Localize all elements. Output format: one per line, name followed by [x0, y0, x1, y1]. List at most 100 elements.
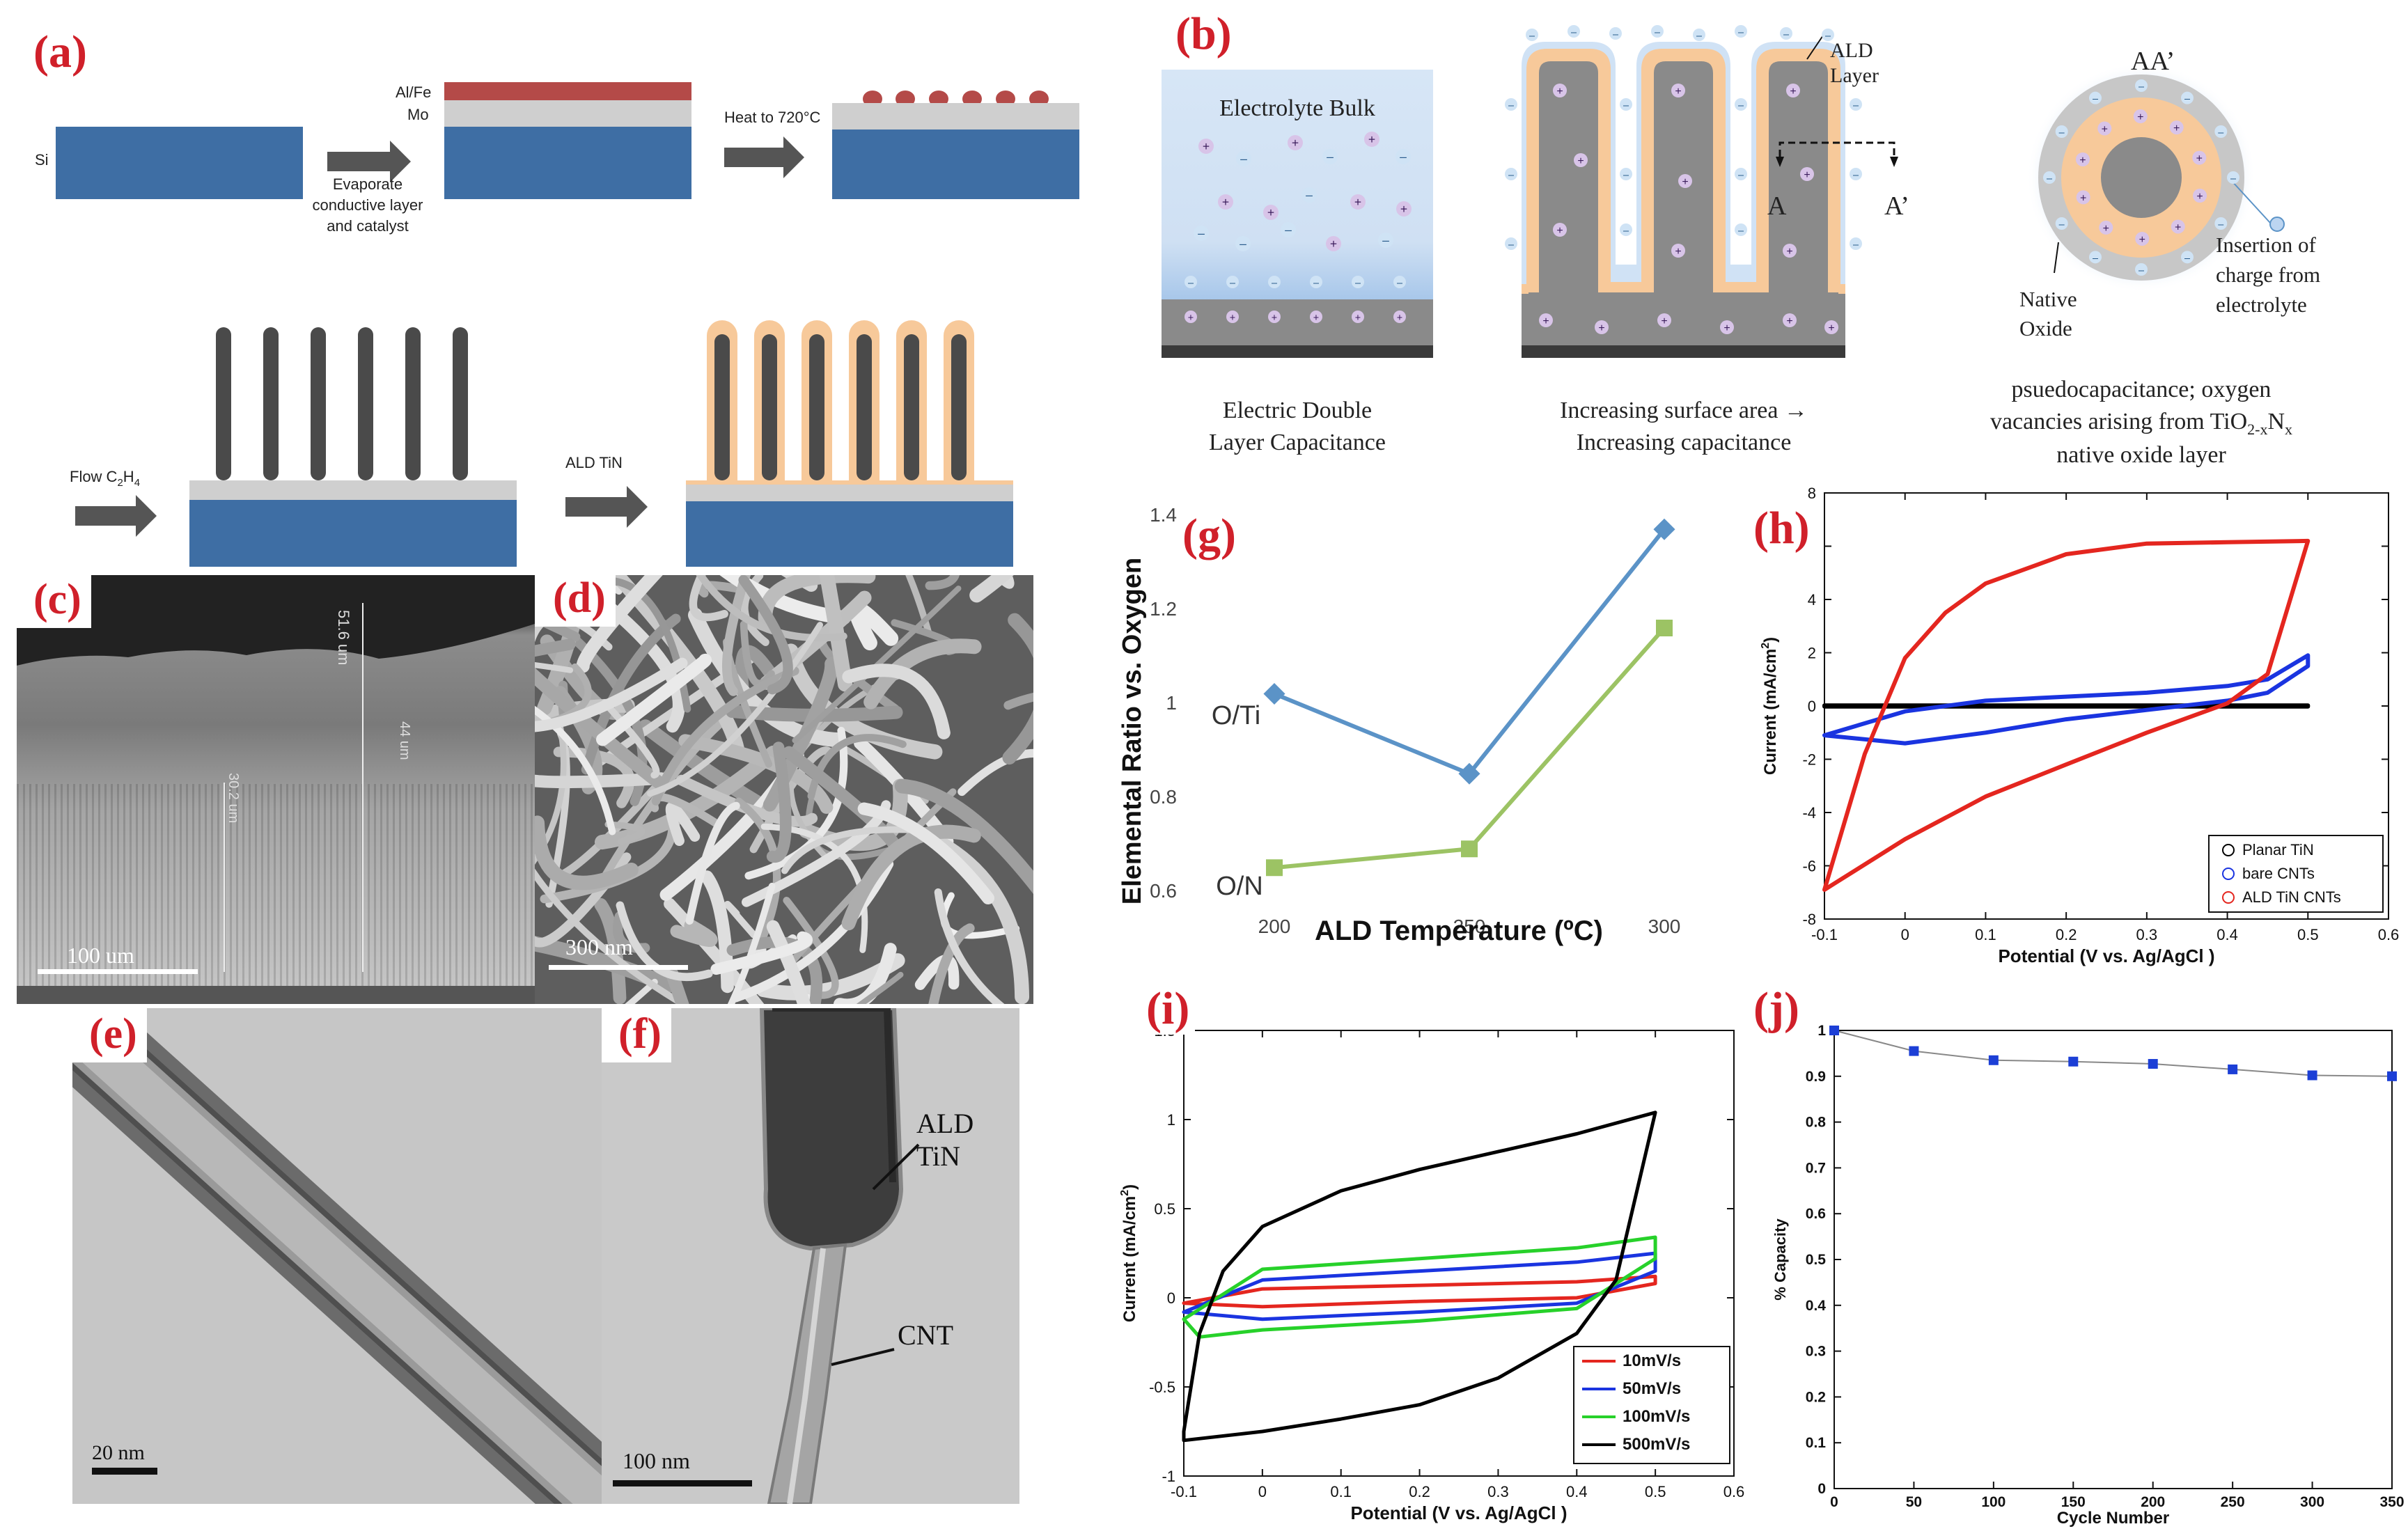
si-label: Si [35, 151, 49, 168]
anion-sign: – [1853, 100, 1859, 111]
cation-icon [2099, 220, 2113, 235]
cation-icon [2192, 150, 2207, 165]
xtick-label: 0.4 [2217, 926, 2238, 943]
ald-tin-label: ALD TiN [916, 1108, 974, 1172]
data-point [1653, 518, 1675, 540]
legend-entry: Planar TiN [2242, 841, 2314, 858]
ytick-label: -0.5 [1149, 1379, 1175, 1396]
cation-icon [1352, 311, 1364, 323]
cnt-fiber [841, 824, 981, 931]
cation-icon [1678, 174, 1692, 188]
mo-layer-2 [832, 103, 1079, 130]
capacitance-schematic: +–+–+–++– + +–––+ –– – – – – –+ + + + + + – – – – – – – ––––… [1162, 25, 2320, 468]
cation-sign: + [1292, 136, 1299, 150]
pseudo-caption-l3: native oxide layer [2056, 442, 2226, 468]
panel-h-chart: -0.100.10.20.30.40.50.6-8-6-4-202468Plan… [1741, 485, 2408, 989]
cation-sign: + [1400, 202, 1407, 216]
panel-a: Si Al/Fe Mo Evaporate conductive layer a… [0, 0, 1086, 571]
mo-layer [444, 100, 691, 127]
anion-icon [2181, 251, 2194, 264]
y-axis-label: Current (mA/cm2) [1760, 637, 1780, 775]
cation-sign: + [2196, 153, 2203, 165]
series-label-on: O/N [1216, 872, 1263, 901]
ytick-label: 0.8 [1806, 1115, 1827, 1131]
cation-icon [1218, 194, 1233, 210]
section-a-label: A [1767, 191, 1787, 221]
tem-coated-cnt [602, 1008, 1019, 1504]
data-point [2307, 1070, 2317, 1081]
cnt-fiber [670, 919, 718, 947]
anion-icon [1850, 237, 1862, 250]
cnt-fiber [685, 801, 740, 925]
y-axis-label: % Capacity [1772, 1218, 1789, 1301]
cnt-fiber [934, 888, 1005, 1004]
cation-sign: + [1222, 195, 1229, 209]
anion-sign: – [2059, 127, 2065, 139]
cnt-fiber [651, 666, 799, 806]
panel-e-tem-image: 20 nm (e) [72, 1008, 602, 1504]
anion-sign: – [2139, 265, 2144, 276]
anion-sign: – [2230, 173, 2236, 185]
xtick-label: 300 [2300, 1494, 2324, 1510]
anion-sign: – [1272, 278, 1277, 289]
retention-line [1834, 1030, 2393, 1077]
electrolyte-bulk-box [1162, 70, 1433, 299]
xtick-label: 150 [2061, 1494, 2086, 1510]
cv-loop-Planar-TiN [1822, 703, 2311, 709]
anion-sign: – [1738, 226, 1744, 237]
cation-sign: + [1577, 155, 1584, 167]
anion-icon [2227, 171, 2239, 184]
ytick-label: 0.5 [1154, 1200, 1175, 1218]
data-point [1458, 762, 1480, 785]
cation-sign: + [1828, 322, 1834, 334]
aa-label: AA’ [2131, 47, 2175, 76]
cnt-fiber [721, 575, 751, 696]
ytick-label: 8 [1808, 485, 1816, 502]
legend-marker [2222, 844, 2235, 856]
cnt-fiber [535, 772, 668, 789]
cation-sign: + [1786, 315, 1792, 327]
cnt-fiber [932, 835, 1030, 1004]
cation-icon [1786, 84, 1800, 97]
x-axis-label: Potential (V vs. Ag/AgCl ) [1998, 945, 2214, 966]
cation-icon [1263, 205, 1279, 220]
anion-icon [1236, 151, 1251, 166]
cnt-fiber [594, 898, 627, 1004]
anion-icon [1393, 276, 1406, 288]
cation-sign: + [1354, 195, 1361, 209]
data-point [2228, 1064, 2238, 1074]
tem-single-cnt [72, 1008, 602, 1504]
anion-icon [1735, 25, 1747, 38]
anion-icon [1850, 98, 1862, 111]
anion-icon [1651, 25, 1664, 38]
xtick-label: 100 [1981, 1494, 2006, 1510]
anion-icon [1395, 149, 1411, 164]
anion-sign: – [1696, 31, 1702, 42]
cation-icon [1553, 223, 1567, 237]
anion-icon [2135, 263, 2148, 276]
panel-i-chart: -0.100.10.20.30.40.50.6-1-0.500.511.510m… [1086, 975, 1755, 1532]
cation-sign: + [1313, 313, 1319, 324]
cnt-fiber [857, 802, 994, 904]
cnt-fiber [856, 971, 904, 1004]
cation-sign: + [1188, 313, 1194, 324]
cnt-label: CNT [898, 1319, 953, 1351]
xtick-label: 200 [1258, 916, 1291, 937]
data-point [1988, 1055, 1999, 1065]
cation-sign: + [1682, 176, 1688, 188]
anion-sign: – [1355, 278, 1361, 289]
anion-icon [2055, 217, 2068, 230]
cv-loop-bare-CNTs [1822, 653, 2311, 746]
series-line-O/Ti [1273, 528, 1666, 776]
xtick-label: 0.4 [1566, 1483, 1588, 1500]
data-point [1266, 859, 1283, 877]
scale-bar-e [92, 1468, 157, 1475]
x-axis-label: Cycle Number [2057, 1509, 2169, 1528]
capacity-retention-chart: 0 50 100 150 200 250 300 350 0 0.1 0.2 0.3 0.4 0.5 0.6… [1772, 1023, 2405, 1528]
electrode-base [1162, 345, 1433, 358]
cnt-fiber [766, 920, 811, 1004]
ytick-label: 1 [1166, 692, 1177, 714]
anion-sign: – [1285, 223, 1292, 237]
anion-sign: – [1508, 100, 1514, 111]
label-i: (i) [1141, 983, 1196, 1035]
